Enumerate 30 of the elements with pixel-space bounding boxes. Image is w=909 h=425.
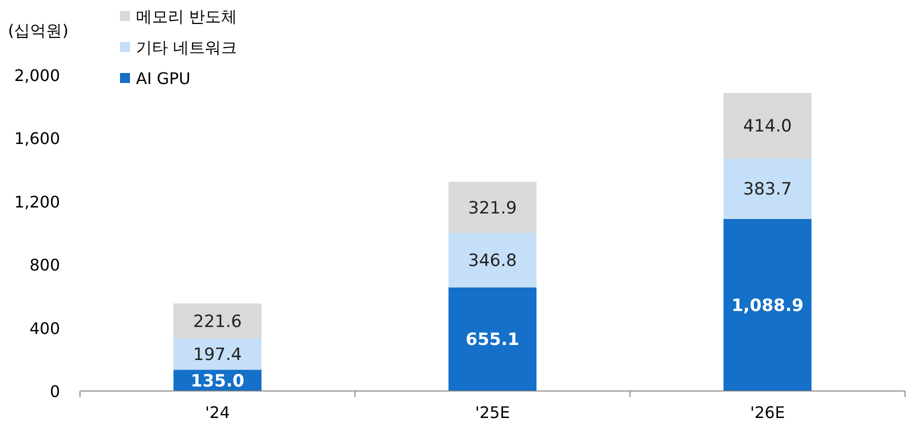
data-label: 135.0	[190, 371, 245, 392]
data-label: 346.8	[468, 251, 517, 272]
data-label: 221.6	[193, 312, 242, 332]
data-label: 321.9	[468, 198, 517, 218]
y-tick-label: 400	[29, 318, 60, 338]
y-tick-label: 800	[29, 256, 60, 275]
data-label: 383.7	[743, 180, 792, 200]
x-tick-label: '25E	[475, 403, 510, 422]
bar	[448, 232, 536, 288]
bar	[174, 338, 262, 370]
bar	[448, 287, 536, 391]
data-label: 414.0	[743, 116, 792, 137]
bar	[724, 158, 812, 219]
data-label: 197.4	[193, 345, 242, 366]
bar	[174, 303, 262, 338]
bar	[724, 92, 812, 158]
y-axis-title: (십억원)	[8, 21, 68, 40]
data-label: 655.1	[466, 330, 520, 350]
legend-label: 기타 네트워크	[136, 38, 238, 57]
y-tick-label: 2,000	[14, 66, 60, 85]
x-tick-label: '24	[205, 403, 230, 422]
y-tick-label: 0	[50, 382, 60, 401]
data-label: 1,088.9	[731, 296, 804, 316]
bar	[724, 218, 812, 391]
y-tick-label: 1,200	[14, 192, 60, 212]
x-tick-label: '26E	[750, 403, 785, 422]
bar	[448, 182, 536, 233]
legend-label: 메모리 반도체	[136, 7, 238, 26]
y-tick-label: 1,600	[14, 129, 60, 148]
legend-label: AI GPU	[136, 69, 191, 88]
